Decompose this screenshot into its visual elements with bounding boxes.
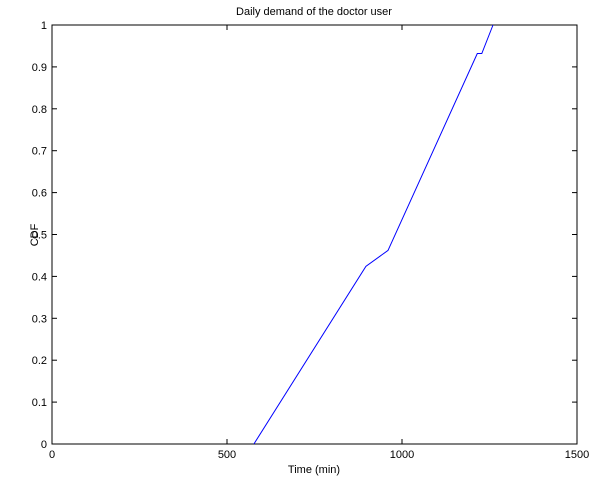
y-axis-label: CDF [29, 223, 41, 246]
x-tick-label: 1500 [565, 449, 589, 461]
x-tick-label: 500 [218, 449, 236, 461]
y-tick-label: 0.2 [32, 355, 47, 367]
y-tick-label: 0 [41, 439, 47, 451]
y-tick-label: 0.8 [32, 104, 47, 116]
x-tick-label: 1000 [390, 449, 414, 461]
plot-area [52, 25, 577, 444]
y-tick-label: 0.9 [32, 62, 47, 74]
y-tick-label: 0.4 [32, 271, 47, 283]
y-tick-label: 0.7 [32, 146, 47, 158]
chart-title: Daily demand of the doctor user [236, 6, 392, 18]
x-tick-label: 0 [49, 449, 55, 461]
y-tick-label: 0.3 [32, 313, 47, 325]
y-tick-label: 0.1 [32, 397, 47, 409]
y-tick-label: 1 [41, 20, 47, 32]
y-tick-label: 0.6 [32, 188, 47, 200]
x-axis-label: Time (min) [288, 464, 340, 476]
